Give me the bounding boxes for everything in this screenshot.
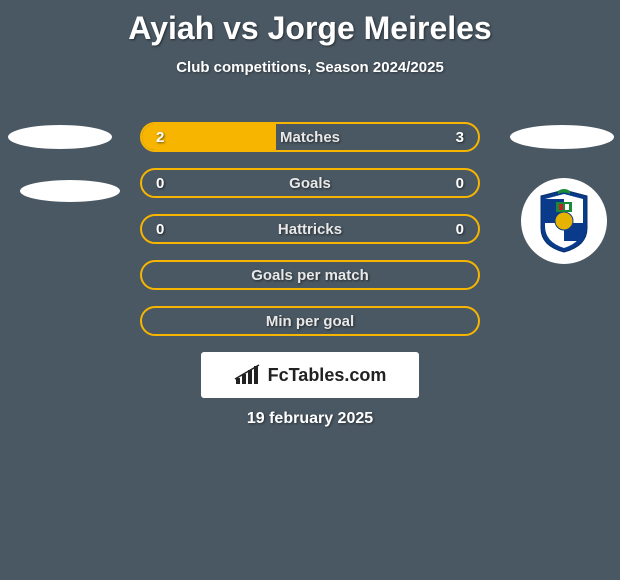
- value-left: 0: [156, 175, 186, 192]
- stat-row-matches: 2 Matches 3: [140, 122, 480, 152]
- stat-label: Goals: [186, 175, 434, 192]
- logo-text: FcTables.com: [268, 365, 387, 386]
- fc-porto-crest-icon: [537, 188, 591, 254]
- club-left-badge: [20, 180, 120, 202]
- stat-row-hattricks: 0 Hattricks 0: [140, 214, 480, 244]
- value-right: 3: [434, 129, 464, 146]
- value-left: 2: [156, 129, 186, 146]
- date-text: 19 february 2025: [0, 410, 620, 428]
- stat-label: Matches: [186, 129, 434, 146]
- bar-chart-icon: [234, 364, 262, 386]
- stat-label: Min per goal: [156, 313, 464, 330]
- value-right: 0: [434, 221, 464, 238]
- subtitle: Club competitions, Season 2024/2025: [0, 59, 620, 76]
- value-left: 0: [156, 221, 186, 238]
- stat-row-gpm: Goals per match: [140, 260, 480, 290]
- stats-rows: 2 Matches 3 0 Goals 0 0 Hattricks 0 Goal…: [140, 122, 480, 352]
- club-right-badge: [521, 178, 607, 264]
- stat-row-mpg: Min per goal: [140, 306, 480, 336]
- page-title: Ayiah vs Jorge Meireles: [0, 0, 620, 47]
- value-right: 0: [434, 175, 464, 192]
- stat-row-goals: 0 Goals 0: [140, 168, 480, 198]
- player-left-avatar: [8, 125, 112, 149]
- stat-label: Hattricks: [186, 221, 434, 238]
- fctables-logo-link[interactable]: FcTables.com: [201, 352, 419, 398]
- stat-label: Goals per match: [156, 267, 464, 284]
- player-right-avatar: [510, 125, 614, 149]
